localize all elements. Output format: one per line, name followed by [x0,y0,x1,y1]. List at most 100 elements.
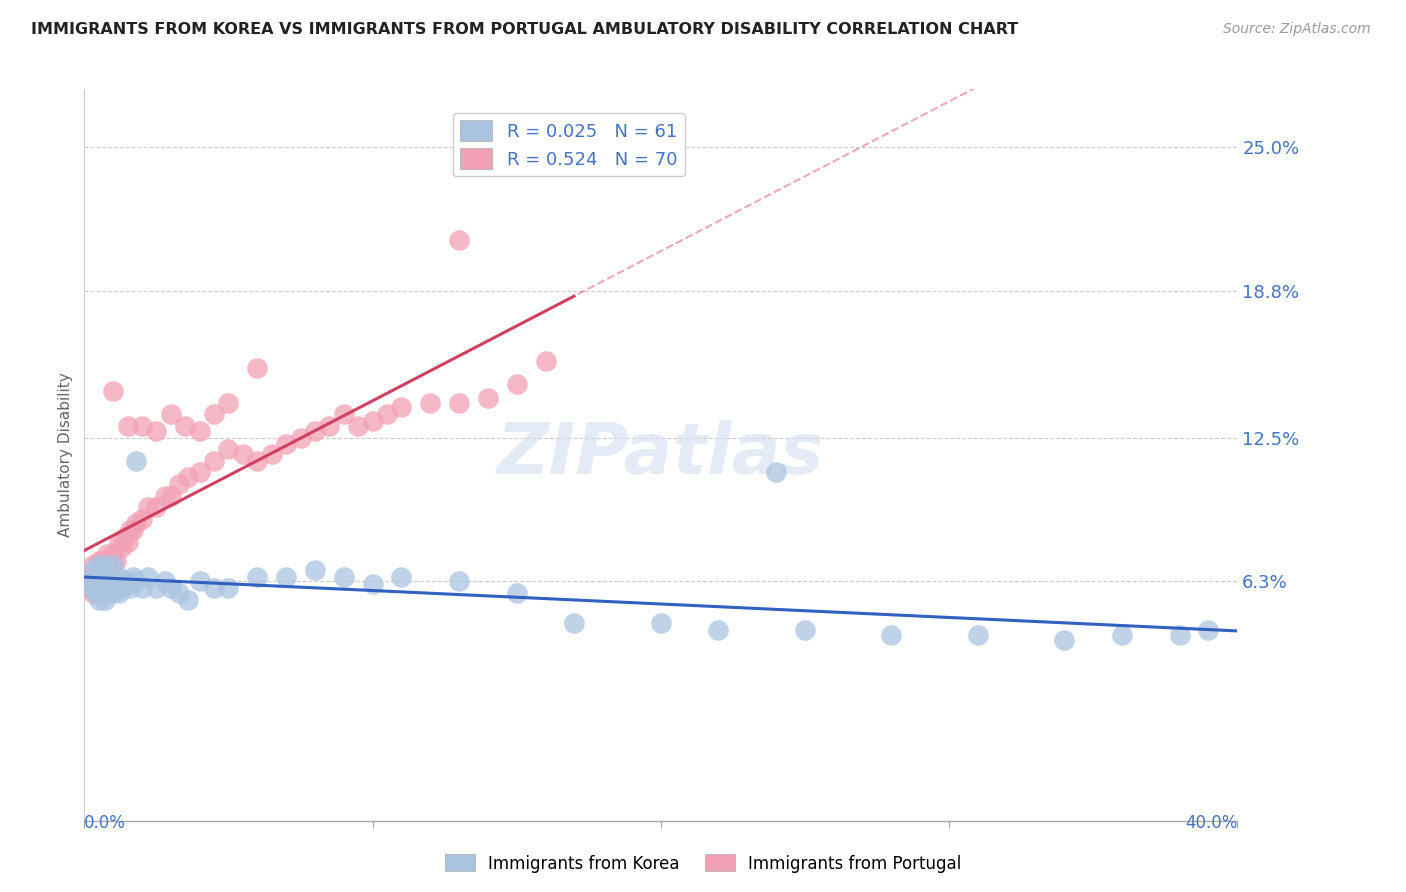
Point [188,424,211,438]
Point [90,582,112,596]
Point [347,418,370,433]
Point [108,586,131,600]
Point [765,466,787,480]
Point [87,570,110,584]
Point [82,582,104,596]
Point [794,624,817,638]
Point [145,500,167,515]
Y-axis label: Ambulatory Disability: Ambulatory Disability [58,373,73,537]
Point [125,516,148,531]
Point [333,407,356,421]
Point [1111,628,1133,642]
Text: 0.0%: 0.0% [84,814,127,831]
Point [218,582,240,596]
Point [449,233,471,247]
Point [90,570,112,584]
Point [87,553,110,567]
Point [218,442,240,456]
Point [114,574,136,589]
Point [82,574,104,589]
Point [125,574,148,589]
Point [103,558,124,573]
Point [103,574,124,589]
Point [93,582,115,596]
Point [169,586,191,600]
Point [108,570,131,584]
Point [103,384,124,398]
Point [1168,628,1191,642]
Point [391,570,413,584]
Point [79,582,101,596]
Point [108,535,131,549]
Legend: Immigrants from Korea, Immigrants from Portugal: Immigrants from Korea, Immigrants from P… [439,847,967,880]
Point [202,407,225,421]
Point [333,570,356,584]
Point [136,570,159,584]
Point [111,582,134,596]
Point [98,570,121,584]
Point [93,574,115,589]
Point [98,582,121,596]
Point [1053,632,1076,647]
Point [125,454,148,468]
Point [202,454,225,468]
Point [96,563,118,577]
Point [87,576,110,591]
Point [477,391,499,405]
Point [419,395,441,409]
Point [90,574,112,589]
Point [880,628,903,642]
Point [93,558,115,573]
Point [449,395,471,409]
Point [131,582,153,596]
Point [96,586,118,600]
Point [82,563,104,577]
Point [103,547,124,561]
Legend: R = 0.025   N = 61, R = 0.524   N = 70: R = 0.025 N = 61, R = 0.524 N = 70 [453,113,685,177]
Point [290,430,312,444]
Point [84,570,107,584]
Point [260,447,283,461]
Point [90,563,112,577]
Point [96,547,118,561]
Point [506,377,529,392]
Point [84,563,107,577]
Point [246,454,269,468]
Point [90,563,112,577]
Point [98,553,121,567]
Point [117,535,139,549]
Point [87,558,110,573]
Point [246,360,269,375]
Point [93,558,115,573]
Point [1198,624,1220,638]
Point [131,512,153,526]
Point [84,586,107,600]
Point [82,558,104,573]
Text: 40.0%: 40.0% [1185,814,1237,831]
Point [967,628,990,642]
Point [96,563,118,577]
Point [105,582,128,596]
Point [122,570,145,584]
Point [111,540,134,554]
Point [114,530,136,544]
Point [93,570,115,584]
Text: IMMIGRANTS FROM KOREA VS IMMIGRANTS FROM PORTUGAL AMBULATORY DISABILITY CORRELAT: IMMIGRANTS FROM KOREA VS IMMIGRANTS FROM… [31,22,1018,37]
Point [318,418,340,433]
Point [98,570,121,584]
Point [174,418,197,433]
Point [153,489,176,503]
Point [117,418,139,433]
Point [391,401,413,415]
Point [79,574,101,589]
Point [79,570,101,584]
Point [169,477,191,491]
Point [131,418,153,433]
Point [103,558,124,573]
Point [90,553,112,567]
Point [304,424,326,438]
Point [145,424,167,438]
Point [153,574,176,589]
Point [375,407,398,421]
Point [246,570,269,584]
